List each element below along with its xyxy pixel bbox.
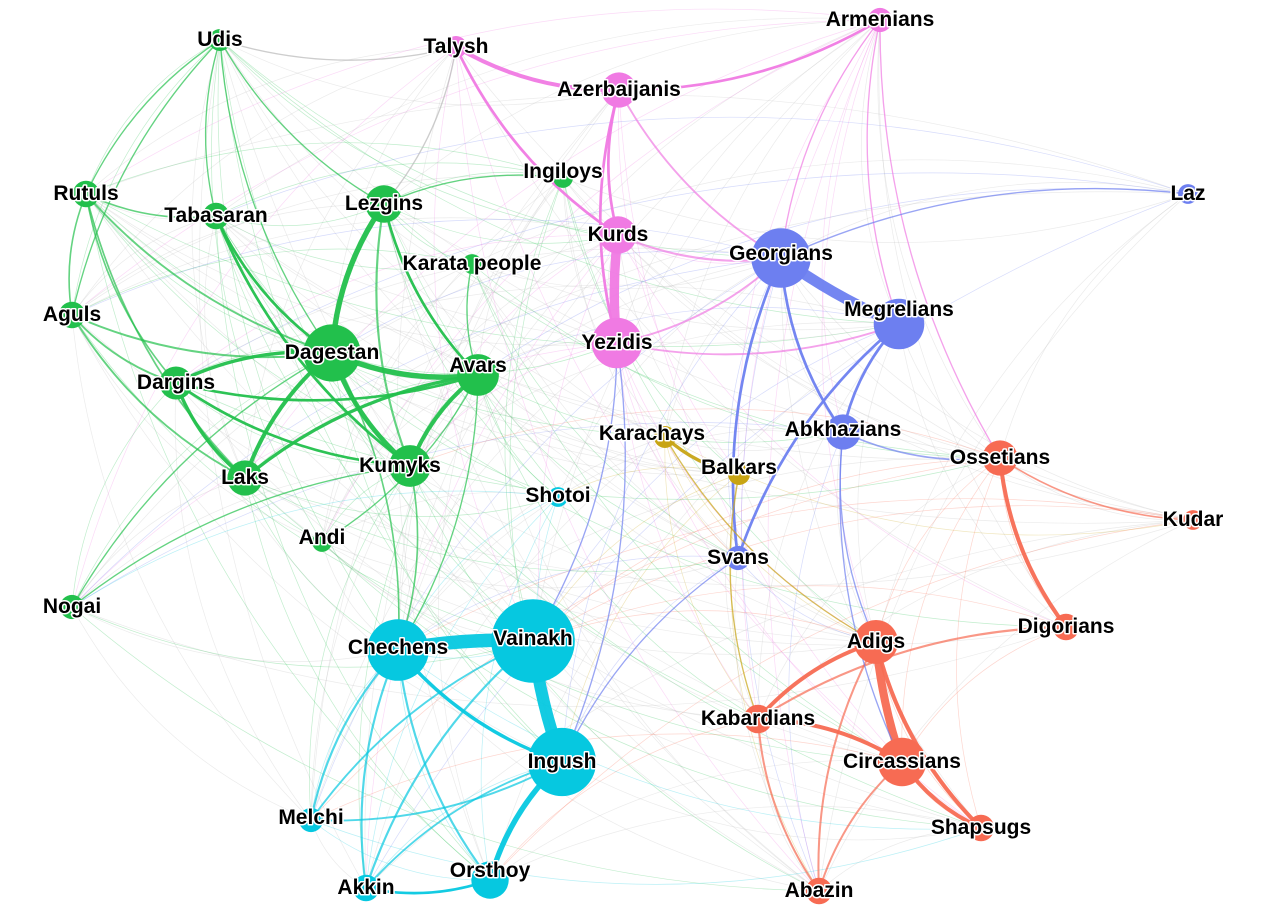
background-edge [861,20,899,324]
label-karachays: Karachays [599,422,705,445]
background-edge [490,806,981,880]
label-ossetians: Ossetians [950,446,1050,469]
label-dargins: Dargins [137,371,215,394]
label-nogai: Nogai [43,595,101,618]
label-abkhazians: Abkhazians [785,418,902,441]
edge-talysh-kurds [456,47,618,235]
background-edge [781,182,1188,258]
background-edge [216,18,880,216]
background-edge [220,40,781,258]
background-edge [878,20,1000,458]
label-azerbaijanis: Azerbaijanis [557,78,681,101]
label-dagestan: Dagestan [285,341,380,364]
label-chechens: Chechens [348,636,448,659]
background-edge [216,216,490,880]
background-edge [902,458,1000,762]
edge-rutuls-laks [86,194,245,478]
label-kumyks: Kumyks [359,454,441,477]
label-udis: Udis [197,28,243,51]
label-yezidis: Yezidis [581,331,652,354]
background-edge [1000,194,1188,458]
label-georgians: Georgians [729,242,833,265]
label-karata-people: Karata people [403,252,542,275]
background-edge [478,307,899,375]
label-akkin: Akkin [337,876,394,899]
label-balkars: Balkars [701,456,777,479]
background-edge [822,20,880,642]
label-laz: Laz [1170,182,1205,205]
label-laks: Laks [221,466,269,489]
label-digorians: Digorians [1018,615,1115,638]
label-avars: Avars [449,354,507,377]
label-talysh: Talysh [424,35,489,58]
label-abazin: Abazin [785,879,854,902]
label-adigs: Adigs [847,630,905,653]
label-armenians: Armenians [826,8,935,31]
background-edge [72,423,843,607]
background-edge [837,432,876,642]
background-edge [410,343,617,466]
background-edge [86,47,456,194]
background-edge [505,178,563,641]
background-edge [562,558,738,762]
background-edge [86,95,1188,194]
background-edge [311,820,981,884]
label-tabasaran: Tabasaran [164,204,268,227]
label-shapsugs: Shapsugs [931,816,1031,839]
label-orsthoy: Orsthoy [450,859,531,882]
background-edge [758,719,819,891]
background-edge [322,492,558,542]
label-aguls: Aguls [43,303,101,326]
background-edge [876,458,1000,642]
edge-rutuls-aguls [69,194,86,315]
label-andi: Andi [299,526,346,549]
background-edge [86,194,322,542]
label-ingush: Ingush [528,750,597,773]
background-edge [758,520,1193,719]
label-melchi: Melchi [278,806,343,829]
label-circassians: Circassians [843,750,961,773]
label-kurds: Kurds [588,223,649,246]
background-edge [86,143,563,194]
edge-svans-ingush [562,558,738,762]
background-edge [902,627,1066,762]
edge-laz-georgians [781,189,1188,258]
label-rutuls: Rutuls [53,182,118,205]
edge-kabardians-abazin [758,719,819,891]
label-lezgins: Lezgins [345,192,423,215]
label-megrelians: Megrelians [844,298,954,321]
label-shotoi: Shotoi [525,484,590,507]
label-kudar: Kudar [1163,508,1224,531]
label-kabardians: Kabardians [701,707,815,730]
edge-armenians-megrelians [867,20,899,324]
label-vainakh: Vainakh [493,627,572,650]
label-ingiloys: Ingiloys [523,160,602,183]
label-svans: Svans [707,546,769,569]
background-edge [72,607,311,820]
edge-udis-tabasaran [206,40,220,216]
